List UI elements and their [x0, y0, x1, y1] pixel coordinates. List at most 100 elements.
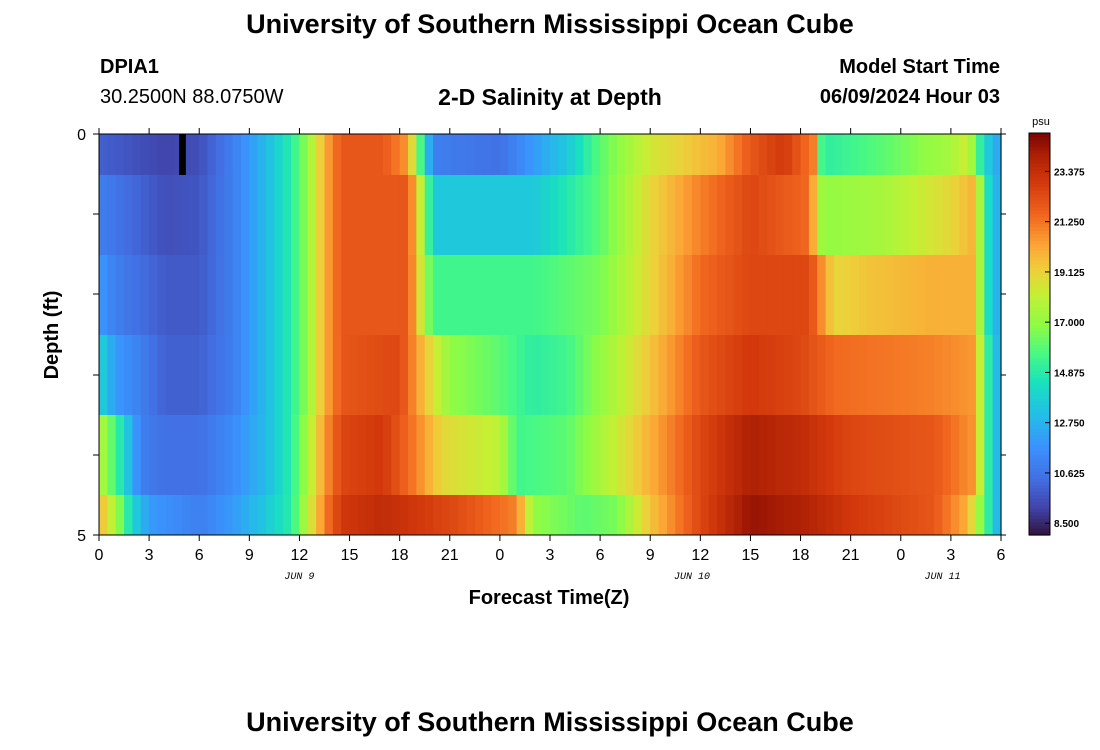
x-tick-label: 3 — [546, 547, 555, 564]
colorbar-frame — [1028, 132, 1051, 536]
heatmap-cell — [691, 335, 701, 415]
heatmap-cell — [282, 134, 292, 175]
heatmap-cell — [750, 175, 760, 255]
heatmap-cell — [633, 255, 643, 335]
heatmap-cell — [441, 495, 451, 535]
colorbar-segment — [1029, 179, 1050, 184]
colorbar-segment — [1029, 521, 1050, 526]
heatmap-cell — [274, 255, 284, 335]
heatmap-cell — [625, 495, 635, 535]
heatmap-cell — [366, 134, 376, 175]
heatmap-cell — [900, 134, 910, 175]
heatmap-cell — [207, 415, 217, 495]
heatmap-cell — [950, 255, 960, 335]
heatmap-cell — [324, 415, 334, 495]
heatmap-cell — [683, 415, 693, 495]
colorbar-tick-label: 10.625 — [1054, 469, 1085, 480]
heatmap-cell — [491, 255, 501, 335]
heatmap-cell — [541, 495, 551, 535]
heatmap-cell — [550, 335, 559, 415]
heatmap-cell — [140, 495, 150, 535]
heatmap-cell — [124, 415, 134, 495]
plot-title: 2-D Salinity at Depth — [438, 84, 662, 110]
heatmap-cell — [600, 175, 610, 255]
heatmap-cell — [299, 255, 309, 335]
heatmap-cell — [717, 495, 726, 535]
heatmap-cell — [909, 415, 919, 495]
x-tick-label: 0 — [95, 547, 104, 564]
heatmap-cell — [833, 175, 843, 255]
heatmap-cell — [107, 335, 117, 415]
heatmap-cell — [959, 335, 969, 415]
colorbar-segment — [1029, 531, 1050, 536]
x-tick-label: 6 — [195, 547, 204, 564]
heatmap-cell — [600, 255, 610, 335]
colorbar-segment — [1029, 427, 1050, 432]
heatmap-cell — [199, 335, 209, 415]
heatmap-cell — [249, 495, 259, 535]
colorbar-tick-label: 12.750 — [1054, 419, 1085, 430]
heatmap-cell — [550, 175, 559, 255]
heatmap-cell — [700, 255, 710, 335]
heatmap-cell — [374, 255, 384, 335]
heatmap-cell — [934, 335, 944, 415]
heatmap-cell — [224, 495, 234, 535]
heatmap-cell — [357, 415, 367, 495]
heatmap-cell — [959, 255, 969, 335]
heatmap-cell — [984, 335, 994, 415]
colorbar-segment — [1029, 337, 1050, 342]
heatmap-cell — [165, 134, 175, 175]
heatmap-cell — [266, 134, 275, 175]
heatmap-cell — [266, 415, 275, 495]
heatmap-cell — [357, 175, 367, 255]
colorbar-segment — [1029, 313, 1050, 318]
heatmap-cell — [483, 495, 493, 535]
heatmap-cell — [884, 495, 894, 535]
heatmap-cell — [750, 255, 760, 335]
heatmap-cell — [558, 495, 568, 535]
heatmap-cell — [842, 175, 852, 255]
heatmap-cell — [917, 415, 927, 495]
heatmap-cell — [307, 335, 317, 415]
heatmap-cell — [825, 134, 835, 175]
heatmap-cell — [199, 415, 209, 495]
heatmap-cell — [550, 134, 559, 175]
heatmap-cell — [608, 255, 618, 335]
colorbar-segment — [1029, 421, 1050, 426]
heatmap-cell — [533, 335, 543, 415]
station-id: DPIA1 — [100, 56, 159, 78]
colorbar-segment — [1029, 424, 1050, 429]
heatmap-cell — [800, 495, 810, 535]
heatmap-cell — [558, 415, 568, 495]
heatmap-cell — [708, 134, 718, 175]
heatmap-cell — [324, 175, 334, 255]
colorbar-segment — [1029, 404, 1050, 409]
model-start-time: 06/09/2024 Hour 03 — [819, 86, 1000, 108]
heatmap-cell — [257, 335, 267, 415]
colorbar-segment — [1029, 153, 1050, 158]
x-tick-label: 12 — [291, 547, 309, 564]
heatmap-cell — [341, 175, 351, 255]
heatmap-cell — [174, 415, 184, 495]
colorbar-segment — [1029, 417, 1050, 422]
heatmap-cell — [99, 335, 108, 415]
heatmap-cell — [224, 255, 234, 335]
heatmap-cell — [691, 415, 701, 495]
heatmap-cell — [249, 175, 259, 255]
colorbar-segment — [1029, 320, 1050, 325]
heatmap-cell — [240, 415, 250, 495]
heatmap-cell — [950, 175, 960, 255]
heatmap-cell — [925, 495, 935, 535]
heatmap-cell — [625, 134, 635, 175]
heatmap-cell — [934, 255, 944, 335]
heatmap-cell — [499, 335, 509, 415]
heatmap-cell — [683, 255, 693, 335]
x-tick-label: 15 — [742, 547, 760, 564]
heatmap-cell — [441, 175, 451, 255]
heatmap-cell — [132, 495, 142, 535]
heatmap-cell — [733, 134, 743, 175]
heatmap-cell — [842, 255, 852, 335]
x-tick-label: 18 — [792, 547, 810, 564]
heatmap-cell — [274, 335, 284, 415]
heatmap-cell — [884, 335, 894, 415]
